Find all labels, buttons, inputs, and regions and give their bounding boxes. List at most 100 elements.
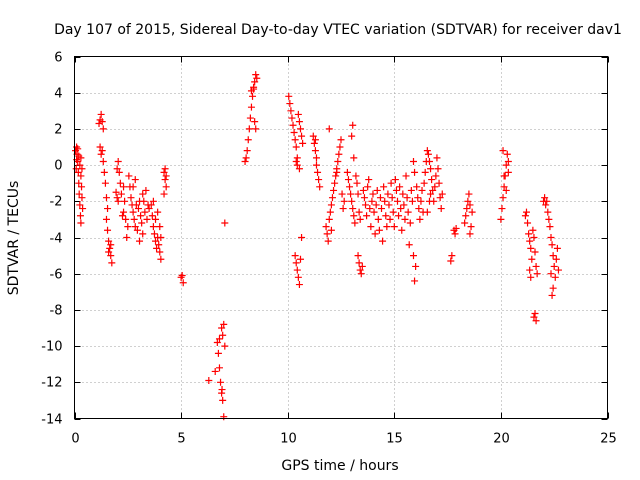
data-point-marker [395,212,403,220]
data-point-marker [218,324,226,332]
data-point-marker [214,349,222,357]
data-point-marker [145,205,153,213]
data-point-marker [241,157,249,165]
y-tick-label: 6 [54,51,62,66]
data-point-marker [162,172,170,180]
data-point-marker [411,277,419,285]
data-point-marker [326,208,334,216]
data-point-marker [220,320,228,328]
data-point-marker [388,194,396,202]
data-point-marker [386,215,394,223]
data-point-marker [362,201,370,209]
data-point-marker [217,378,225,386]
y-tick-label: 2 [54,123,62,138]
data-point-marker [528,255,536,263]
data-point-marker [371,230,379,238]
data-point-marker [427,190,435,198]
data-point-marker [544,208,552,216]
data-point-marker [336,143,344,151]
data-point-marker [451,230,459,238]
data-point-marker [408,197,416,205]
data-point-marker [245,125,253,133]
data-point-marker [532,317,540,325]
data-point-marker [425,197,433,205]
data-point-marker [545,215,553,223]
data-point-marker [531,248,539,256]
data-point-marker [369,190,377,198]
data-point-marker [522,208,530,216]
data-point-marker [299,139,307,147]
data-point-marker [147,201,155,209]
data-point-marker [78,165,86,173]
data-point-marker [360,194,368,202]
data-point-marker [98,147,106,155]
data-point-marker [529,226,537,234]
y-tick-label: -4 [50,232,63,247]
data-point-marker [466,201,474,209]
data-point-marker [78,194,86,202]
data-point-marker [467,223,475,231]
data-point-marker [549,252,557,260]
data-point-marker [427,165,435,173]
data-point-marker [351,219,359,227]
data-point-marker [447,257,455,265]
data-point-marker [334,157,342,165]
data-point-marker [215,364,223,372]
data-point-marker [102,194,110,202]
data-point-marker [161,165,169,173]
data-point-marker [98,118,106,126]
data-point-marker [75,190,83,198]
data-point-marker [315,176,323,184]
data-point-marker [162,183,170,191]
data-point-marker [139,190,147,198]
data-point-marker [499,194,507,202]
data-point-marker [332,172,340,180]
data-point-marker [524,219,532,227]
data-point-marker [77,172,85,180]
data-point-marker [298,132,306,140]
data-point-marker [547,234,555,241]
data-point-marker [435,179,443,187]
data-point-marker [375,226,383,234]
data-point-marker [116,179,124,187]
data-point-marker [312,161,320,169]
data-point-marker [383,223,391,231]
data-point-marker [322,223,330,231]
data-point-marker [292,157,300,165]
data-point-marker [387,179,395,187]
data-point-marker [139,230,147,238]
data-point-marker [550,262,558,270]
data-point-marker [363,212,371,220]
data-point-marker [418,186,426,194]
data-point-marker [160,190,168,198]
data-point-marker [530,234,538,241]
data-point-marker [76,212,84,220]
data-point-marker [376,194,384,202]
data-point-marker [143,215,151,223]
data-point-marker [289,121,297,129]
y-tick-label: -10 [41,340,62,355]
data-point-marker [348,132,356,140]
data-point-marker [123,234,131,241]
data-point-marker [434,165,442,173]
data-point-marker [359,186,367,194]
data-point-marker [74,168,82,176]
data-point-marker [373,186,381,194]
data-point-marker [413,183,421,191]
data-point-marker [291,136,299,144]
data-point-marker [221,342,229,350]
data-point-marker [552,255,560,263]
data-point-marker [400,201,408,209]
data-point-marker [365,176,373,184]
data-point-marker [131,176,139,184]
data-point-marker [433,154,441,162]
data-point-marker [353,179,361,187]
data-point-marker [205,376,213,384]
data-point-marker [526,266,534,274]
data-point-marker [352,172,360,180]
data-point-marker [357,270,365,278]
data-point-marker [101,179,109,187]
data-point-marker [551,273,559,281]
data-point-marker [293,161,301,169]
data-point-marker [465,190,473,198]
